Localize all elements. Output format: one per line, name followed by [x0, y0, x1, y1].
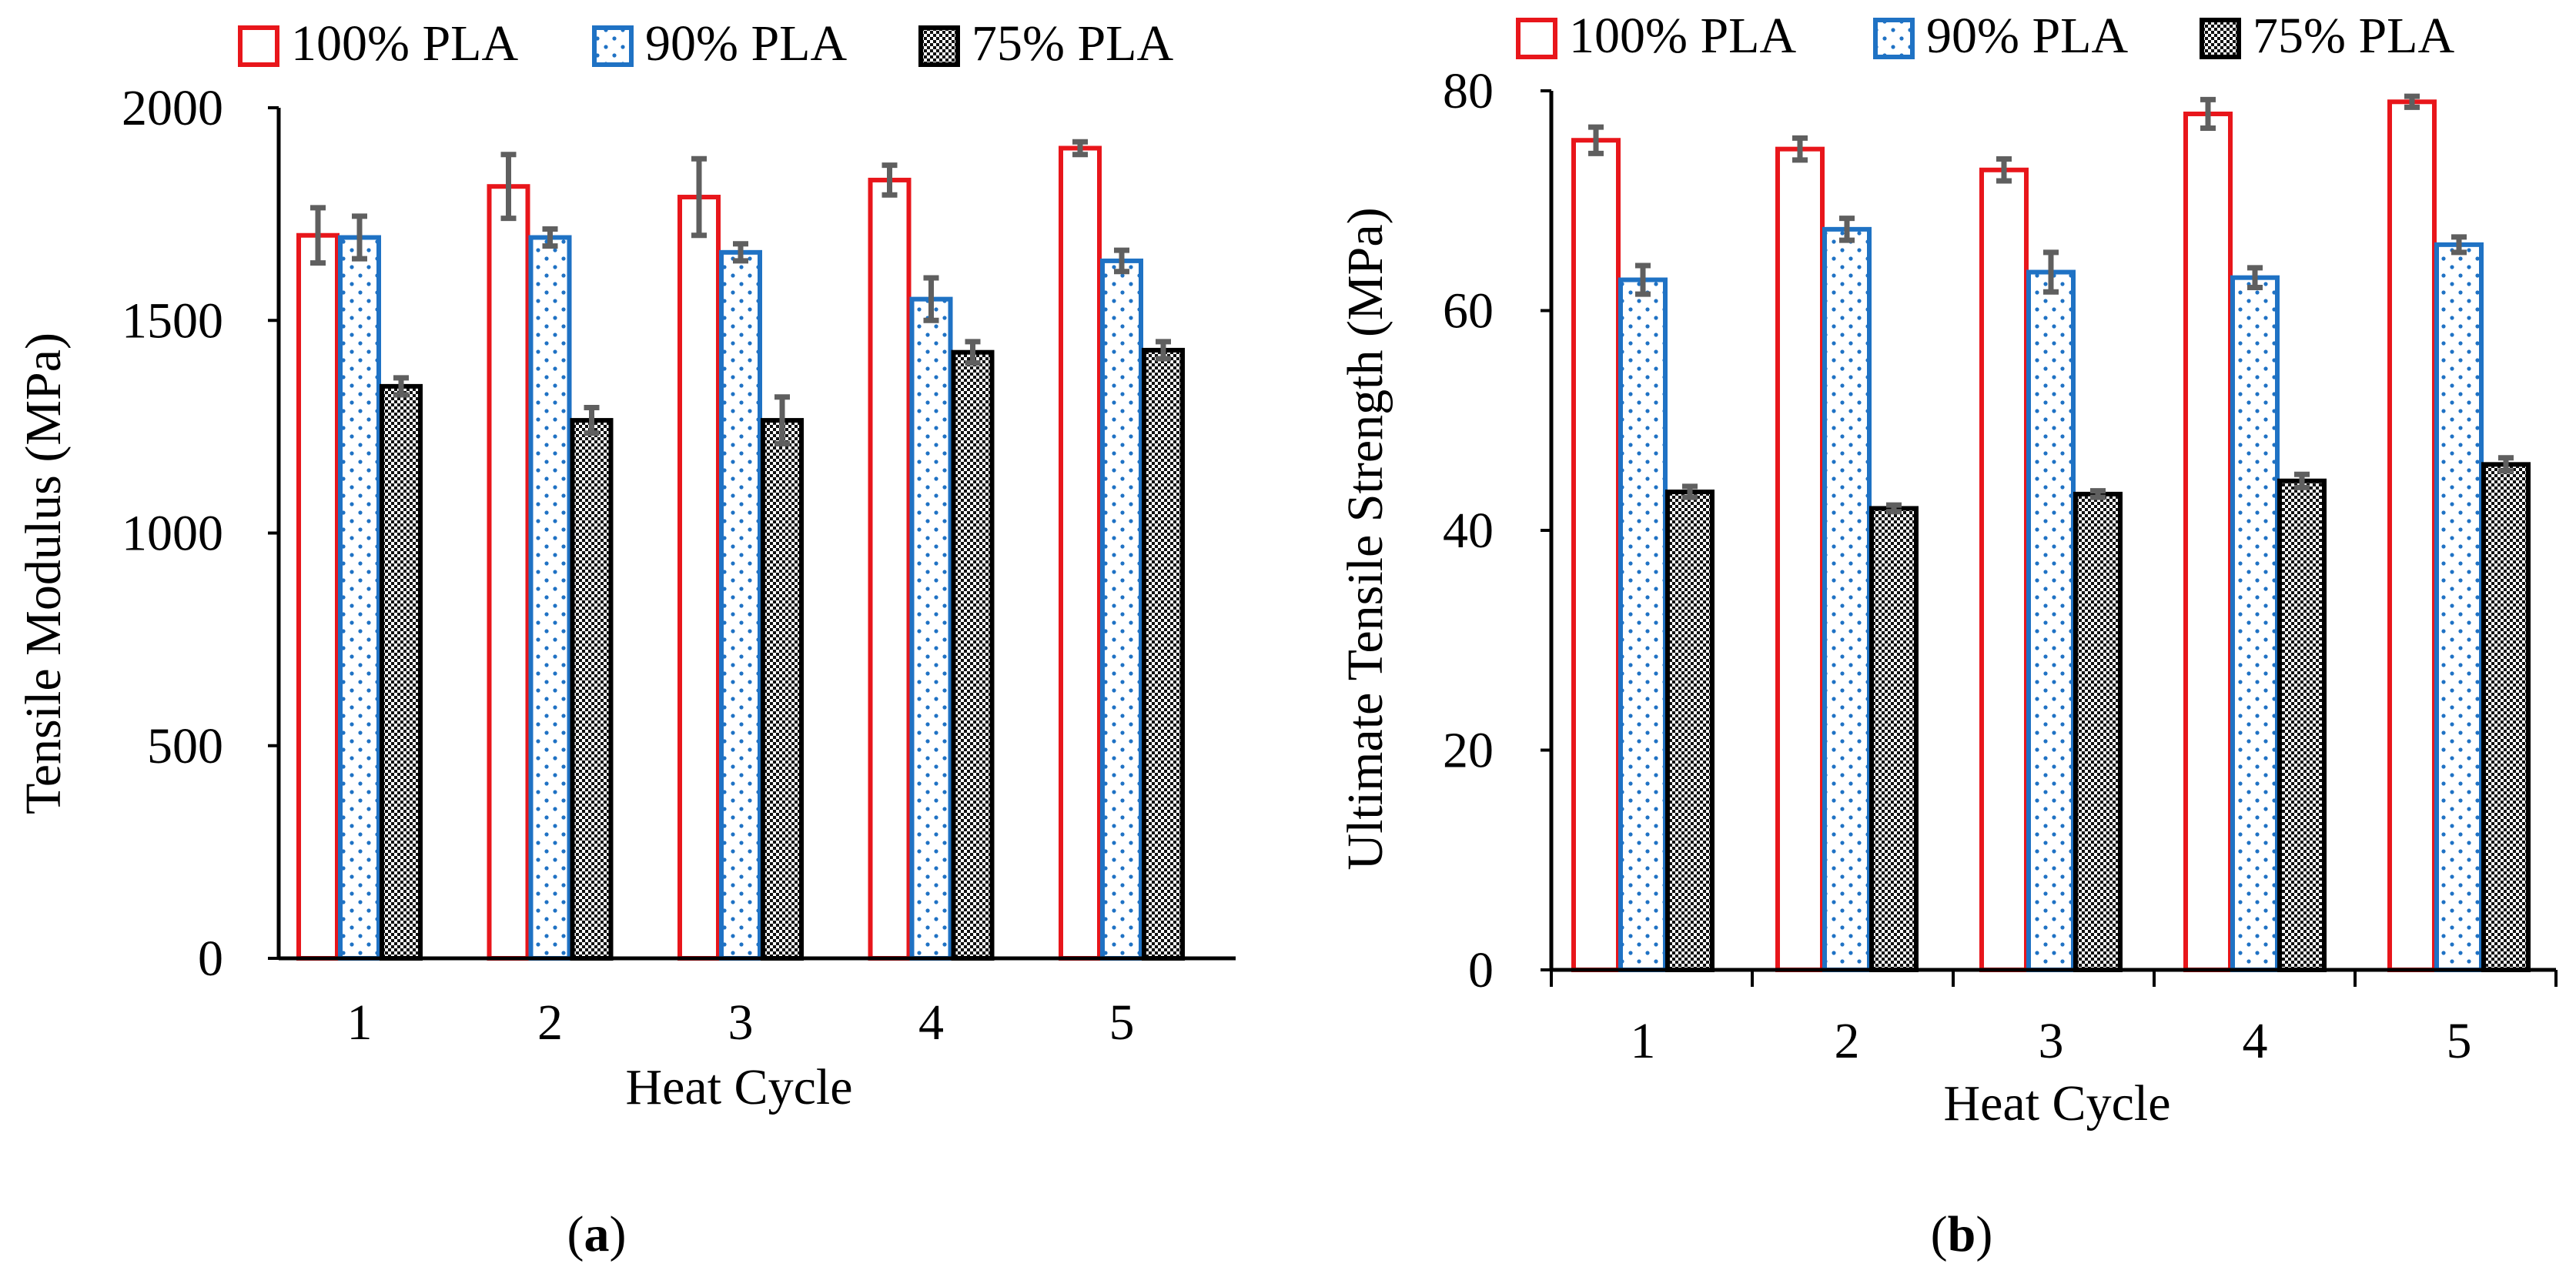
bar-90-pla-cycle-3 — [719, 249, 762, 961]
bar-75-pla-cycle-1 — [1665, 490, 1715, 972]
bar-100-pla-cycle-3 — [1979, 167, 2029, 972]
bars-a — [296, 145, 1185, 961]
bar-75-pla-cycle-1 — [380, 383, 423, 961]
y-tick-label: 1000 — [122, 506, 223, 562]
bar-75-pla-cycle-4 — [951, 349, 995, 961]
y-ticks-a: 0 500 1000 1500 2000 — [122, 80, 279, 987]
y-tick-label: 1500 — [122, 293, 223, 349]
x-tick-label: 3 — [2039, 1013, 2064, 1069]
x-tick-label: 2 — [1835, 1013, 1860, 1069]
bar-90-pla-cycle-5 — [1100, 258, 1143, 961]
x-tick-label: 3 — [728, 995, 754, 1051]
bar-75-pla-cycle-2 — [1869, 506, 1919, 972]
legend-a-swatch-90 — [592, 25, 634, 67]
bars-b — [1571, 99, 2531, 973]
x-ticks-b: 1 2 3 4 5 — [1550, 970, 2558, 1069]
legend-a: 100% PLA 90% PLA 75% PLA — [238, 15, 1174, 72]
legend-a-swatch-75 — [918, 25, 960, 67]
legend-b-label-75: 75% PLA — [2253, 8, 2455, 64]
y-tick-label: 40 — [1443, 503, 1494, 559]
y-axis-label-b: Ultimate Tensile Strength (MPa) — [1337, 207, 1393, 870]
bar-100-pla-cycle-1 — [1571, 138, 1621, 972]
caption-a-letter: a — [584, 1206, 610, 1262]
bar-100-pla-cycle-5 — [2387, 99, 2437, 972]
x-tick-label: 1 — [1631, 1013, 1656, 1069]
bar-90-pla-cycle-1 — [1618, 277, 1668, 972]
y-ticks-b: 0 20 40 60 80 — [1443, 63, 1551, 998]
y-tick-label: 500 — [147, 718, 223, 774]
x-axis-label-a: Heat Cycle — [625, 1059, 852, 1115]
bar-90-pla-cycle-3 — [2026, 269, 2076, 973]
x-tick-label: 1 — [347, 995, 373, 1051]
caption-a: (a) — [567, 1206, 627, 1262]
caption-b-letter: b — [1948, 1206, 1976, 1262]
legend-a-swatch-100 — [238, 25, 279, 67]
bar-100-pla-cycle-5 — [1059, 145, 1102, 961]
bar-90-pla-cycle-4 — [909, 296, 953, 961]
bar-100-pla-cycle-2 — [1775, 146, 1825, 973]
legend-a-label-75: 75% PLA — [972, 15, 1174, 72]
x-tick-label: 4 — [918, 995, 944, 1051]
caption-b: (b) — [1931, 1206, 1993, 1262]
plot-area-b: 0 20 40 60 80 1 2 3 4 5 — [1443, 63, 2558, 1069]
bar-100-pla-cycle-1 — [296, 232, 340, 961]
x-tick-label: 5 — [1109, 995, 1135, 1051]
bar-75-pla-cycle-5 — [2481, 462, 2531, 972]
legend-b-swatch-90 — [1873, 18, 1915, 59]
x-axis-label-b: Heat Cycle — [1943, 1075, 2170, 1132]
x-tick-label: 2 — [537, 995, 563, 1051]
legend-b-swatch-100 — [1516, 18, 1557, 59]
bar-90-pla-cycle-4 — [2230, 275, 2280, 972]
x-tick-label: 4 — [2243, 1013, 2268, 1069]
plot-area-a: 0 500 1000 1500 2000 1 2 3 4 5 — [122, 80, 1236, 1051]
y-tick-label: 2000 — [122, 80, 223, 136]
bar-75-pla-cycle-3 — [761, 418, 804, 961]
bar-100-pla-cycle-4 — [2183, 111, 2233, 972]
chart-a: 100% PLA 90% PLA 75% PLA 0 500 1000 1500 200… — [15, 15, 1236, 1262]
error-bars-b — [1588, 93, 2514, 515]
bar-90-pla-cycle-2 — [528, 235, 572, 961]
bar-75-pla-cycle-4 — [2277, 478, 2327, 972]
error-bars-a — [310, 139, 1171, 446]
bar-75-pla-cycle-5 — [1142, 347, 1185, 961]
legend-a-label-90: 90% PLA — [645, 15, 848, 72]
y-tick-label: 0 — [1468, 942, 1494, 998]
bar-90-pla-cycle-5 — [2434, 242, 2484, 973]
bar-90-pla-cycle-2 — [1822, 226, 1872, 972]
bar-100-pla-cycle-4 — [868, 177, 912, 961]
legend-b-swatch-75 — [2200, 18, 2241, 59]
legend-a-label-100: 100% PLA — [291, 15, 519, 72]
y-tick-label: 80 — [1443, 63, 1494, 119]
x-ticks-a: 1 2 3 4 5 — [347, 995, 1135, 1051]
y-tick-label: 20 — [1443, 723, 1494, 779]
bar-75-pla-cycle-3 — [2073, 491, 2123, 972]
x-tick-label: 5 — [2447, 1013, 2472, 1069]
bar-100-pla-cycle-2 — [487, 184, 530, 961]
bar-100-pla-cycle-3 — [677, 195, 721, 961]
legend-b: 100% PLA 90% PLA 75% PLA — [1516, 8, 2455, 64]
y-tick-label: 0 — [198, 931, 223, 987]
bar-90-pla-cycle-1 — [338, 235, 381, 961]
legend-b-label-100: 100% PLA — [1569, 8, 1797, 64]
bar-75-pla-cycle-2 — [570, 418, 614, 961]
legend-b-label-90: 90% PLA — [1926, 8, 2129, 64]
y-tick-label: 60 — [1443, 283, 1494, 339]
y-axis-label-a: Tensile Modulus (MPa) — [15, 333, 72, 814]
chart-b: 100% PLA 90% PLA 75% PLA 0 20 40 60 80 1 2 3 4 5… — [1337, 8, 2558, 1262]
